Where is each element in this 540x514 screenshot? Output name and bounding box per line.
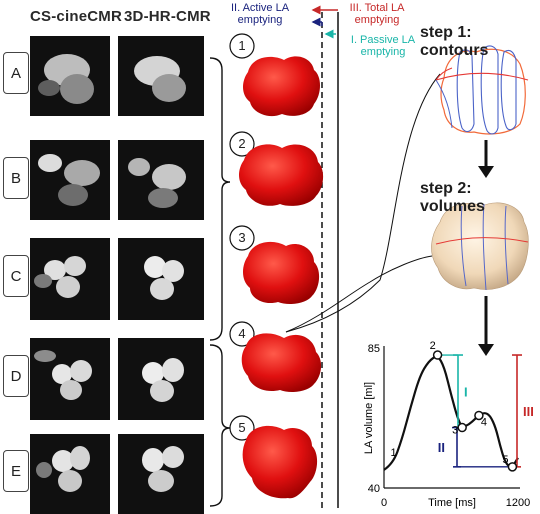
step-1-title: step 1: contours — [420, 24, 489, 59]
passive-emptying-label: I. Passive LA emptying — [350, 34, 416, 58]
phase-2-marker — [229, 131, 255, 157]
la-surface-1 — [243, 56, 320, 117]
la-surface-5 — [242, 425, 318, 499]
chart-point-3 — [457, 422, 467, 433]
brace-upper — [209, 57, 231, 341]
chart-point-label-5: 5 — [502, 454, 508, 466]
mri-cs-cine-e — [30, 434, 110, 514]
row-label-e: E — [3, 450, 29, 492]
y-tick-top: 85 — [368, 343, 380, 355]
la-surface-2 — [239, 144, 324, 206]
bracket-ii-label: II — [438, 440, 445, 455]
contours-wireframe — [435, 45, 529, 135]
bracket-i-label: I — [464, 384, 468, 399]
step-2-title: step 2: volumes — [420, 180, 485, 215]
mri-cs-cine-a — [30, 36, 110, 116]
la-surface-4 — [241, 333, 322, 392]
mri-3d-hr-e — [118, 434, 204, 514]
connector-to-contours — [285, 73, 441, 333]
x-tick-end: 1200 — [506, 497, 530, 509]
connector-to-volumes — [285, 255, 433, 333]
mri-3d-hr-a — [118, 36, 204, 116]
active-emptying-label: II. Active LA emptying — [230, 2, 290, 26]
bracket-iii-label: III — [523, 404, 534, 419]
phase-4-label: 4 — [238, 326, 246, 341]
phase-3-label: 3 — [238, 230, 246, 245]
x-axis-label: Time [ms] — [428, 497, 476, 509]
row-label-a: A — [3, 52, 29, 94]
header-cs-cinecmr: CS-cineCMR — [30, 8, 123, 25]
chart-point-label-3: 3 — [452, 425, 458, 437]
phase-5-label: 5 — [238, 420, 246, 435]
phase-4-marker — [229, 321, 255, 347]
la-surface-3 — [243, 241, 320, 304]
row-label-c: C — [3, 255, 29, 297]
mri-cs-cine-b — [30, 140, 110, 220]
mri-cs-cine-c — [30, 238, 110, 320]
y-tick-bottom: 40 — [368, 483, 380, 495]
chart-points: 1 2 3 4 5 — [390, 340, 518, 472]
mri-3d-hr-d — [118, 338, 204, 420]
phase-2-label: 2 — [238, 136, 246, 151]
volume-mesh — [431, 202, 529, 291]
la-volume-curve — [383, 355, 519, 471]
phase-3-marker — [229, 225, 255, 251]
row-label-d: D — [3, 355, 29, 397]
header-3d-hr-cmr: 3D-HR-CMR — [124, 8, 211, 25]
mri-3d-hr-b — [118, 140, 204, 220]
chart-point-label-1: 1 — [390, 447, 396, 459]
brace-lower — [209, 344, 231, 507]
phase-1-label: 1 — [238, 38, 246, 53]
chart-point-4 — [474, 410, 484, 421]
y-axis-label: LA volume [ml] — [363, 382, 375, 454]
mri-3d-hr-c — [118, 238, 204, 320]
chart-point-2 — [432, 350, 443, 360]
total-emptying-label: III. Total LA emptying — [349, 2, 405, 26]
chart-point-label-2: 2 — [430, 340, 436, 352]
phase-1-marker — [229, 33, 255, 59]
phase-5-marker — [229, 415, 255, 441]
row-label-b: B — [3, 157, 29, 199]
mri-cs-cine-d — [30, 338, 110, 420]
chart-point-5 — [507, 462, 518, 472]
x-tick-start: 0 — [381, 497, 387, 509]
chart-point-label-4: 4 — [481, 416, 487, 428]
